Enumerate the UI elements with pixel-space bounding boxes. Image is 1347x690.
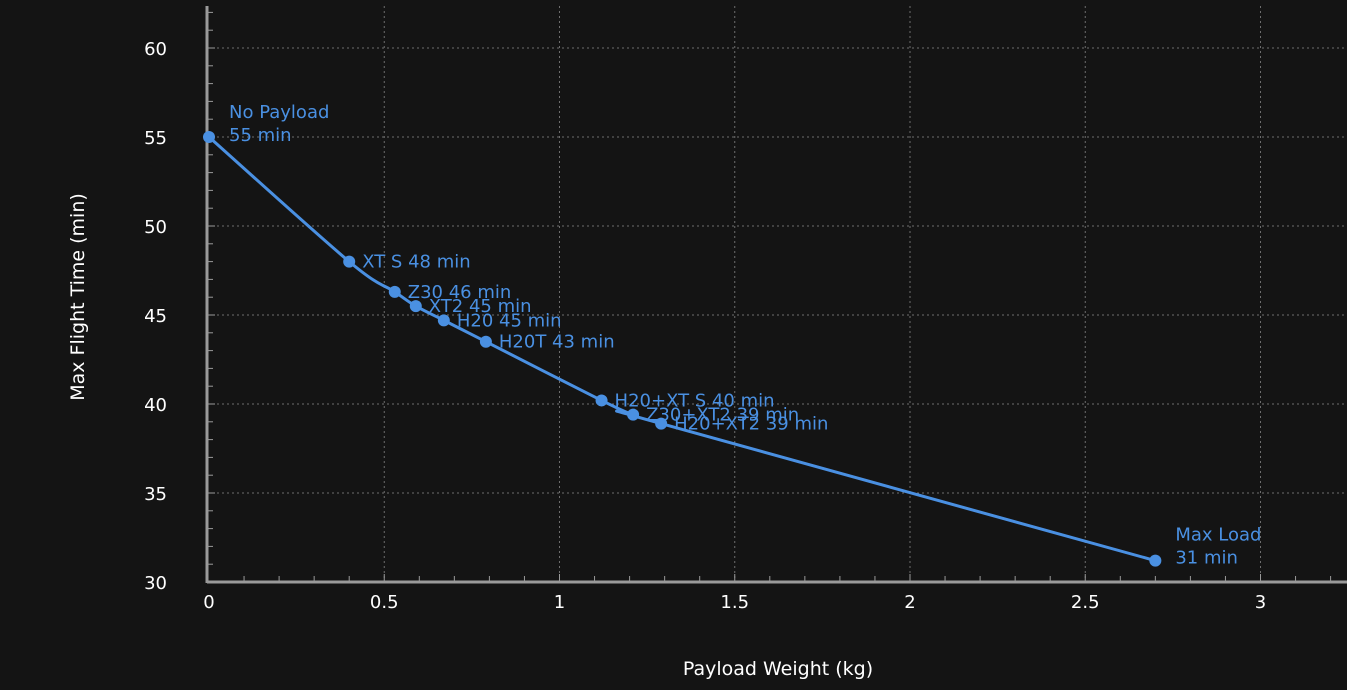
point-label: Z30+XT2 39 min	[646, 405, 799, 426]
y-tick-label: 40	[144, 395, 167, 416]
series-line-layer	[203, 131, 1162, 567]
data-point	[479, 335, 492, 348]
data-point	[409, 300, 422, 313]
point-label-line: H20T 43 min	[499, 332, 615, 353]
point-label-line: Z30+XT2 39 min	[646, 405, 799, 426]
y-tick-label: 60	[144, 39, 167, 60]
point-label-line: H20+XT2 39 min	[674, 414, 828, 435]
point-label: XT2 45 min	[429, 296, 532, 317]
axes: 0 0.5 1 1.5 2 2.5 3 30 35 40 45 50 55 60	[144, 6, 1347, 613]
data-point	[1149, 554, 1162, 567]
grid-lines	[207, 6, 1347, 582]
x-tick-label: 0.5	[370, 592, 399, 613]
x-tick-label: 2.5	[1071, 592, 1100, 613]
data-point	[627, 408, 640, 421]
point-label: Max Load 31 min	[1175, 525, 1261, 569]
x-tick-label: 2	[904, 592, 915, 613]
point-label-line: 31 min	[1175, 548, 1238, 569]
data-point	[343, 255, 356, 268]
data-point	[388, 285, 401, 298]
y-tick-label: 50	[144, 217, 167, 238]
point-label: H20+XT2 39 min	[674, 414, 828, 435]
data-point	[655, 417, 668, 430]
point-label: No Payload 55 min	[229, 102, 329, 146]
data-point	[595, 394, 608, 407]
point-label: Z30 46 min	[408, 282, 512, 303]
point-label-line: Max Load	[1175, 525, 1261, 546]
point-label-line: H20 45 min	[457, 310, 562, 331]
x-tick-label: 0	[203, 592, 214, 613]
point-label-line: XT2 45 min	[429, 296, 532, 317]
point-label-line: 55 min	[229, 125, 292, 146]
y-axis-title: Max Flight Time (min)	[67, 193, 89, 401]
y-tick-label: 45	[144, 306, 167, 327]
point-label-line: XT S 48 min	[362, 252, 470, 273]
series-line	[208, 135, 1156, 563]
point-label: H20+XT S 40 min	[615, 390, 775, 411]
point-label-line: Z30 46 min	[408, 282, 512, 303]
point-label: H20T 43 min	[499, 332, 615, 353]
y-tick-label: 35	[144, 484, 167, 505]
point-label: XT S 48 min	[362, 252, 470, 273]
point-label-line: No Payload	[229, 102, 329, 123]
data-point	[437, 314, 450, 327]
point-label: H20 45 min	[457, 310, 562, 331]
x-axis-title: Payload Weight (kg)	[683, 658, 873, 680]
x-tick-label: 3	[1255, 592, 1266, 613]
y-tick-label: 55	[144, 128, 167, 149]
x-tick-label: 1	[554, 592, 565, 613]
y-tick-label: 30	[144, 573, 167, 594]
point-label-line: H20+XT S 40 min	[615, 390, 775, 411]
data-point	[203, 131, 215, 143]
x-tick-label: 1.5	[720, 592, 749, 613]
point-labels: No Payload 55 min XT S 48 min Z30 46 minXT2…	[229, 102, 1261, 569]
